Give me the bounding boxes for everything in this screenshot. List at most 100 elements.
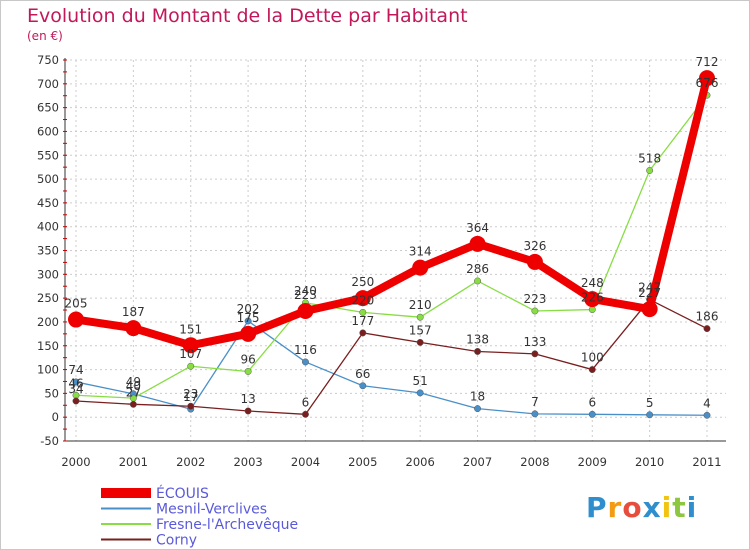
data-point [187,402,195,410]
data-label: 227 [638,286,661,300]
data-label: 240 [294,284,317,298]
x-tick-label: 2004 [291,455,320,469]
y-tick-label: 350 [37,244,59,258]
data-label: 210 [409,298,432,312]
x-tick-label: 2001 [119,455,148,469]
data-label: 6 [588,395,596,409]
data-point [646,167,654,174]
y-tick-label: -50 [40,434,59,448]
data-point [526,253,543,270]
data-point [474,277,481,285]
y-tick-label: 400 [37,220,59,234]
y-tick-label: 450 [37,196,59,210]
x-tick-label: 2007 [463,455,492,469]
data-label: 74 [68,363,83,377]
data-point [240,325,257,342]
data-point [703,411,711,419]
data-label: 314 [409,245,432,259]
data-point [588,366,596,374]
data-label: 177 [351,314,374,328]
data-label: 4 [703,396,711,410]
data-point [72,378,80,386]
y-tick-label: 700 [37,77,59,91]
data-label: 51 [413,374,428,388]
y-tick-label: 200 [37,315,59,329]
y-tick-label: 750 [37,53,59,67]
y-tick-label: 0 [52,410,59,424]
y-tick-label: 600 [37,124,59,138]
x-tick-label: 2009 [578,455,607,469]
chart-title: Evolution du Montant de la Dette par Hab… [27,5,468,27]
data-label: 133 [523,335,546,349]
data-point [187,362,195,370]
data-point [699,70,715,87]
data-point [646,411,654,419]
data-label: 518 [638,151,661,165]
data-point [474,348,481,355]
series-line [75,298,708,415]
data-label: 247 [638,281,661,295]
data-point [531,410,539,418]
data-point [531,350,539,358]
data-label: 13 [240,392,255,406]
proxiti-logo: Proxiti [586,491,697,524]
data-point [412,259,429,276]
data-point [531,307,539,315]
data-point [469,235,486,252]
data-label: 364 [466,221,489,235]
legend-label: Fresne-l'Archevêque [156,517,298,533]
x-tick-label: 2005 [348,455,377,469]
data-point [354,290,371,307]
data-point [416,313,424,321]
data-point [588,306,596,314]
data-label: 66 [355,367,370,381]
data-point [244,317,252,325]
logo-letter: r [607,491,623,524]
y-tick-label: 550 [37,148,59,162]
data-point [297,302,314,319]
data-point [474,405,481,413]
data-point [244,407,252,415]
y-tick-label: 50 [44,386,59,400]
x-tick-label: 2006 [406,455,435,469]
data-label: 5 [646,396,654,410]
data-point [703,325,711,333]
data-point [588,410,596,418]
data-label: 157 [409,323,432,337]
data-point [584,291,601,308]
data-label: 326 [523,239,546,253]
y-tick-label: 650 [37,101,59,115]
data-label: 17 [183,390,198,404]
data-label: 676 [696,76,719,90]
data-label: 138 [466,332,489,346]
data-point [125,320,142,337]
x-tick-label: 2011 [692,455,721,469]
x-tick-label: 2003 [233,455,262,469]
data-label: 107 [179,347,202,361]
data-point [302,410,309,418]
data-point [359,329,367,337]
data-point [182,337,199,354]
data-label: 223 [523,292,546,306]
logo-letter: i [686,491,698,524]
data-label: 46 [68,376,83,390]
logo-letter: o [622,491,643,524]
legend-label: Corny [156,533,197,549]
chart-subtitle: (en €) [27,29,63,43]
legend-label: ÉCOUIS [156,485,209,502]
data-label: 220 [351,293,374,307]
x-tick-label: 2000 [61,455,90,469]
data-point [416,389,424,397]
data-point [359,382,367,390]
data-label: 96 [240,352,255,366]
data-label: 6 [302,395,310,409]
legend-label: Mesnil-Verclives [156,502,267,518]
data-label: 7 [531,395,539,409]
data-label: 186 [696,310,719,324]
logo-letter: i [661,491,673,524]
data-label: 27 [126,385,141,399]
data-label: 18 [470,390,485,404]
data-label: 250 [351,275,374,289]
x-tick-label: 2010 [635,455,664,469]
x-tick-label: 2002 [176,455,205,469]
